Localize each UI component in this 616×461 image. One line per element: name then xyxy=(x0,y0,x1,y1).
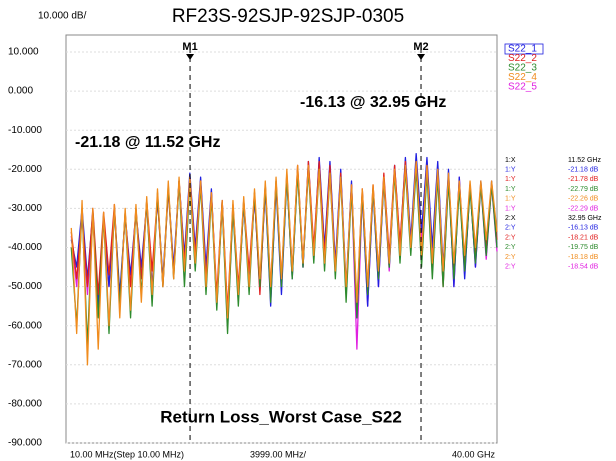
marker-table-label: 1:Y xyxy=(505,176,516,183)
marker-table-label: 2:Y xyxy=(505,254,516,261)
marker-table-label: 2:Y xyxy=(505,225,516,232)
marker-table-value: -21.18 dB xyxy=(568,167,599,174)
marker-table-value: -18.18 dB xyxy=(568,254,599,261)
marker-table-label: 2:Y xyxy=(505,264,516,271)
marker-triangle xyxy=(186,54,195,60)
marker-table-value: -22.79 dB xyxy=(568,186,599,193)
marker-table-value: -18.21 dB xyxy=(568,234,599,241)
marker-table-value: -22.29 dB xyxy=(568,205,599,212)
legend-entry: S22_5 xyxy=(508,82,537,93)
y-tick-label: -20.000 xyxy=(8,164,42,175)
y-tick-label: -70.000 xyxy=(8,359,42,370)
legend-highlight xyxy=(504,43,544,55)
legend-entry: S22_2 xyxy=(508,53,537,64)
marker-table-label: 2:Y xyxy=(505,234,516,241)
x-span-label: 3999.00 MHz/ xyxy=(250,449,307,459)
legend-entry: S22_1 xyxy=(508,44,537,55)
y-tick-label: -60.000 xyxy=(8,320,42,331)
y-tick-label: -50.000 xyxy=(8,281,42,292)
marker-table-value: -21.78 dB xyxy=(568,176,599,183)
marker-table-value: 11.52 GHz xyxy=(568,157,601,164)
marker-label: M1 xyxy=(182,41,197,53)
marker-table-label: 1:Y xyxy=(505,205,516,212)
marker-table-label: 2:Y xyxy=(505,244,516,251)
y-tick-label: -40.000 xyxy=(8,242,42,253)
legend-entry: S22_4 xyxy=(508,72,537,83)
marker-table-value: -18.54 dB xyxy=(568,264,599,271)
series-line xyxy=(70,160,498,366)
bottom-title: Return Loss_Worst Case_S22 xyxy=(160,407,402,426)
y-tick-label: -80.000 xyxy=(8,399,42,410)
annotation: -21.18 @ 11.52 GHz xyxy=(75,134,220,151)
chart-title: RF23S-92SJP-92SJP-0305 xyxy=(172,6,404,27)
y-tick-label: 10.000 xyxy=(8,47,39,58)
marker-table-label: 2:X xyxy=(505,215,516,222)
y-tick-label: -90.000 xyxy=(8,438,42,449)
marker-label: M2 xyxy=(413,41,428,53)
marker-table-label: 1:Y xyxy=(505,167,516,174)
marker-table-value: -22.26 dB xyxy=(568,196,599,203)
marker-table-value: -16.13 dB xyxy=(568,225,599,232)
marker-triangle xyxy=(417,54,426,60)
marker-table-value: -19.75 dB xyxy=(568,244,599,251)
marker-table-value: 32.95 GHz xyxy=(568,215,602,222)
y-tick-label: -30.000 xyxy=(8,203,42,214)
y-tick-label: 0.000 xyxy=(8,86,33,97)
legend-entry: S22_3 xyxy=(508,63,537,74)
x-stop-label: 40.00 GHz xyxy=(452,449,496,459)
y-tick-label: -10.000 xyxy=(8,125,42,136)
marker-table-label: 1:Y xyxy=(505,186,516,193)
scale-label: 10.000 dB/ xyxy=(38,11,87,22)
annotation: -16.13 @ 32.95 GHz xyxy=(300,94,446,111)
marker-table-label: 1:Y xyxy=(505,196,516,203)
marker-table-label: 1:X xyxy=(505,157,516,164)
x-start-label: 10.00 MHz(Step 10.00 MHz) xyxy=(70,449,184,459)
